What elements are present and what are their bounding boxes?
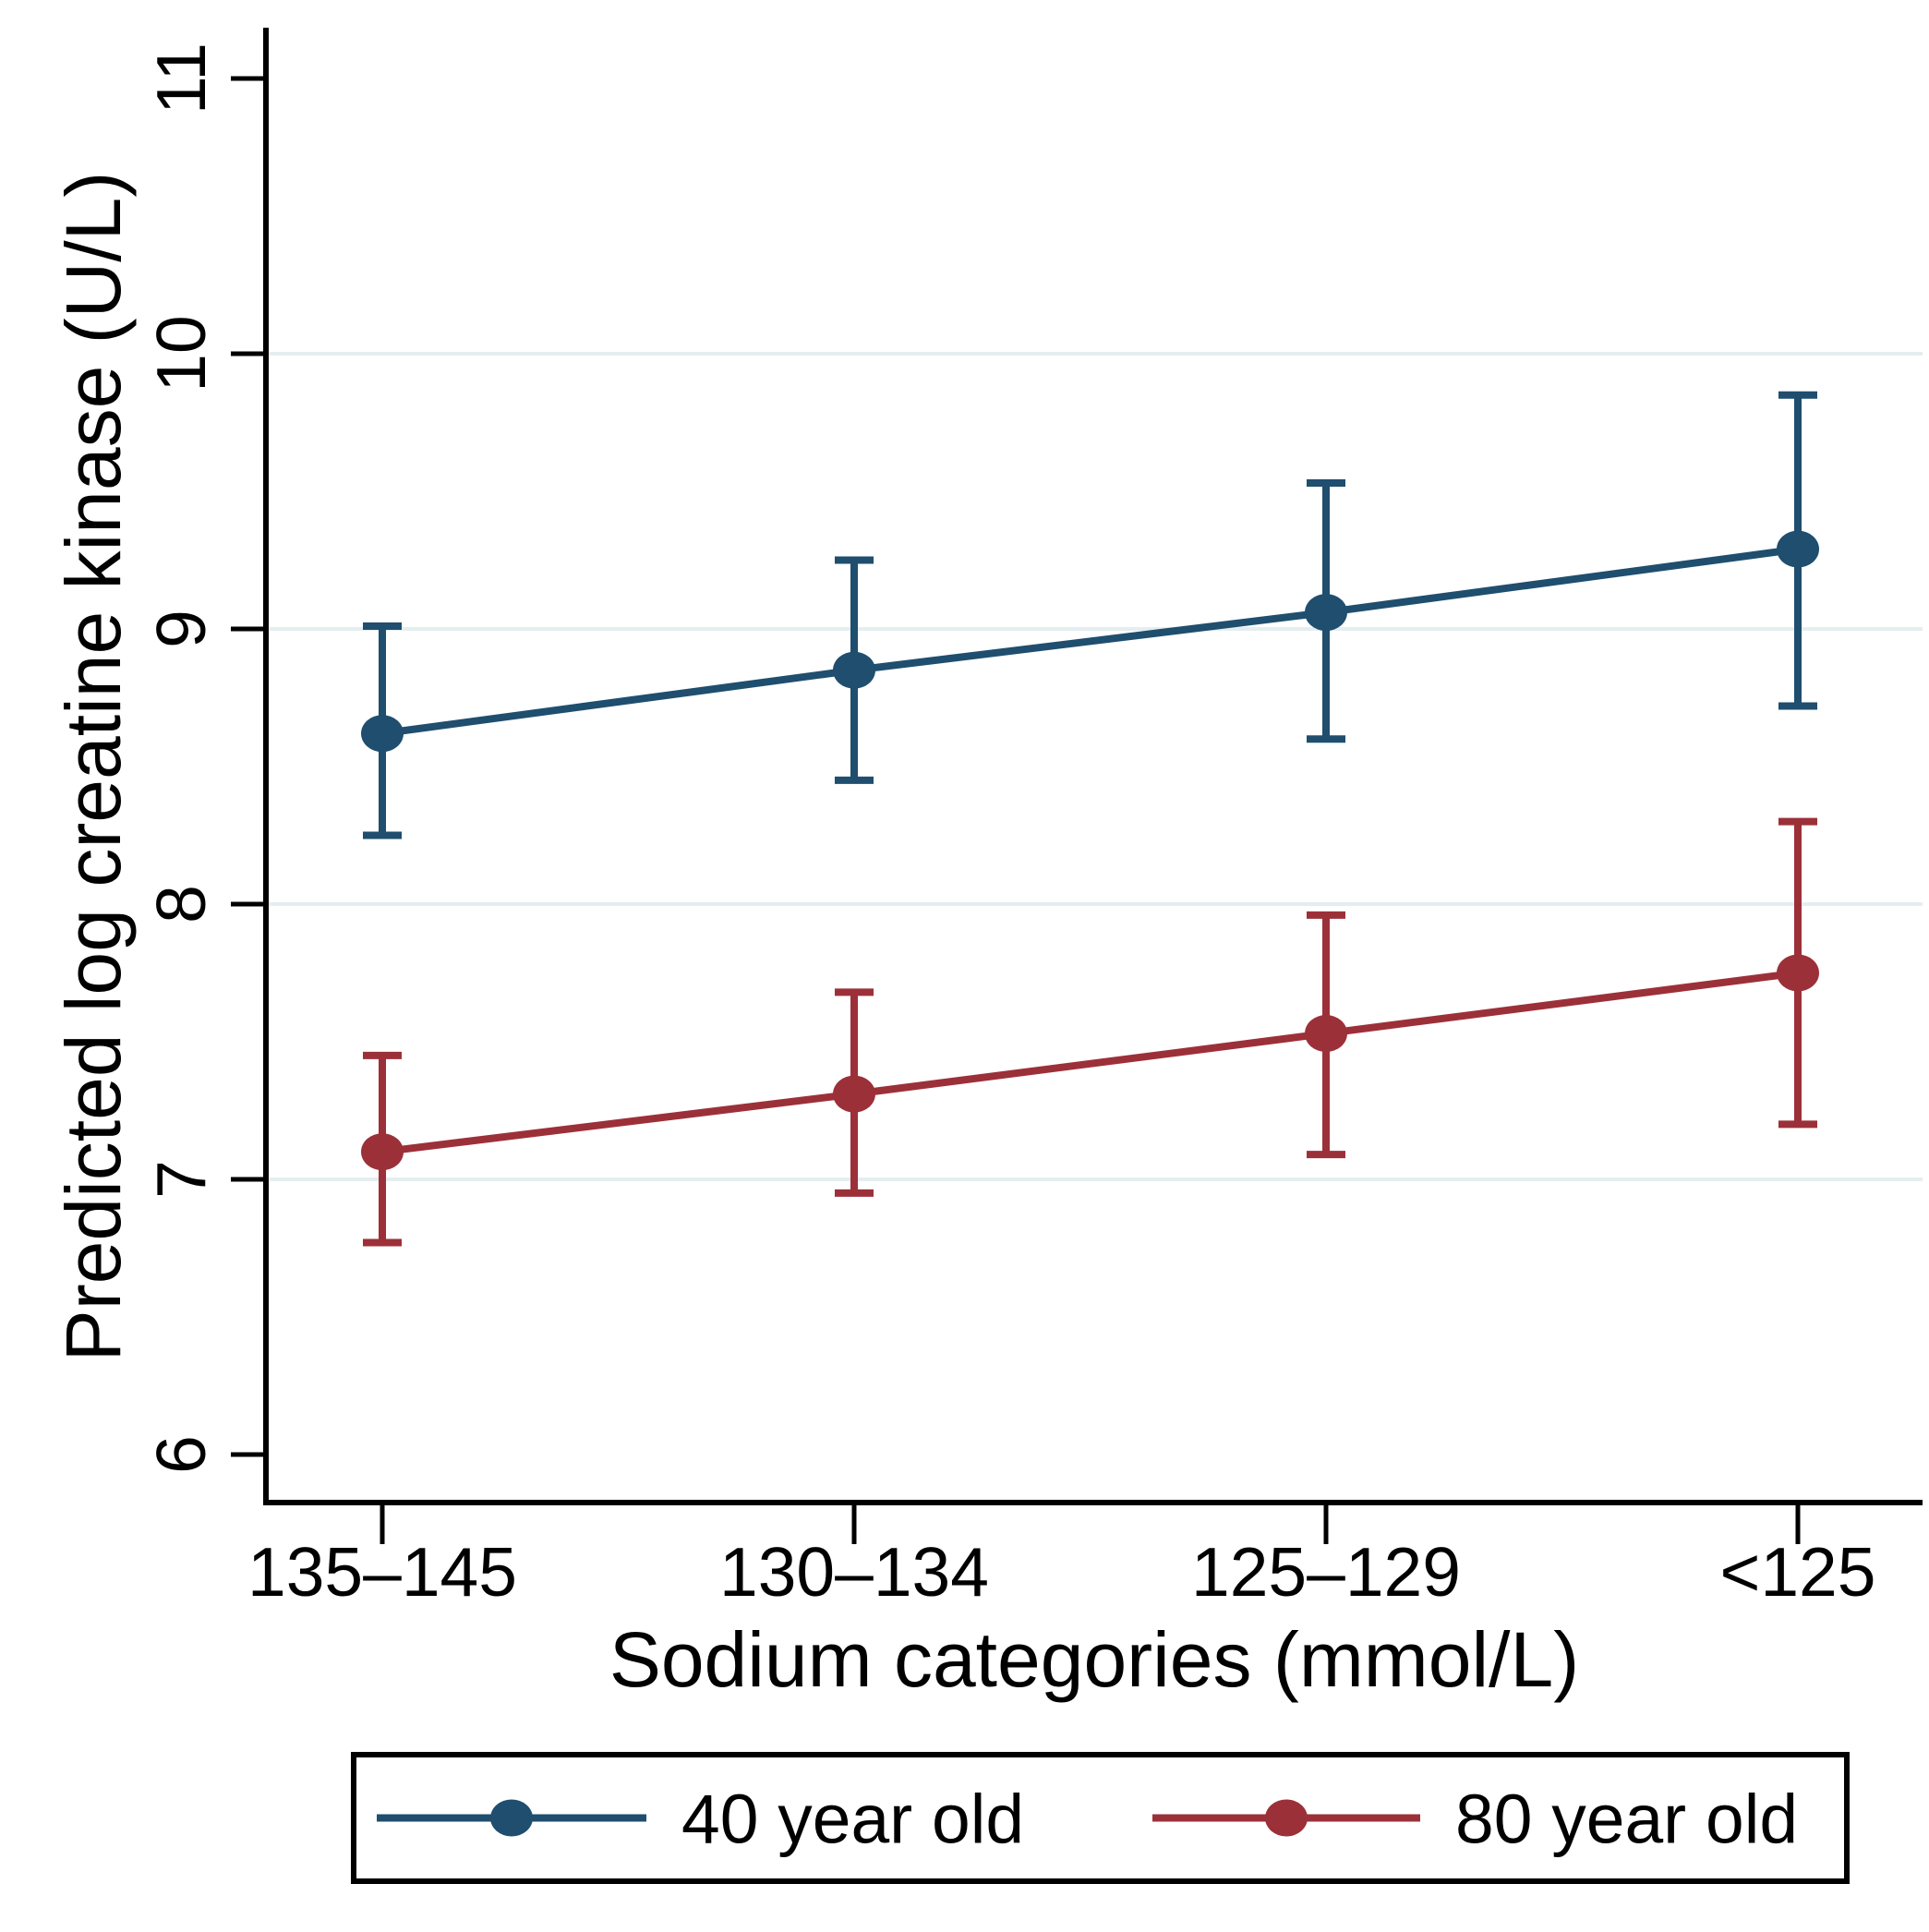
y-tick-label: 8 <box>142 885 220 924</box>
x-axis-title: Sodium categories (mmol/L) <box>609 1616 1579 1703</box>
legend-label-40-year-old: 40 year old <box>681 1781 1024 1858</box>
data-point-marker-80-year-old <box>1305 1015 1347 1053</box>
y-tick-label: 10 <box>142 315 220 392</box>
data-point-marker-40-year-old <box>1777 530 1819 568</box>
x-tick-label: 130–134 <box>719 1533 989 1611</box>
legend-label-80-year-old: 80 year old <box>1455 1781 1798 1858</box>
x-tick-label: 125–129 <box>1191 1533 1461 1611</box>
y-tick-label: 9 <box>142 610 220 648</box>
data-point-marker-40-year-old <box>1305 594 1347 632</box>
y-tick-label: 7 <box>142 1160 220 1199</box>
y-tick-label: 11 <box>142 42 220 115</box>
x-tick-label: 135–145 <box>247 1533 517 1611</box>
data-point-marker-40-year-old <box>361 715 404 753</box>
y-tick-label: 6 <box>142 1435 220 1474</box>
series-line-80-year-old <box>381 969 1799 1156</box>
data-point-marker-40-year-old <box>833 651 875 689</box>
x-tick-label: <125 <box>1720 1533 1876 1611</box>
data-point-marker-80-year-old <box>361 1133 404 1171</box>
legend-marker-80-year-old <box>1265 1799 1308 1837</box>
data-point-marker-80-year-old <box>833 1075 875 1113</box>
legend-marker-40-year-old <box>490 1799 533 1837</box>
series-line-40-year-old <box>381 545 1799 738</box>
data-point-marker-80-year-old <box>1777 954 1819 992</box>
y-axis-title: Predicted log creatine kinase (U/L) <box>50 172 137 1362</box>
